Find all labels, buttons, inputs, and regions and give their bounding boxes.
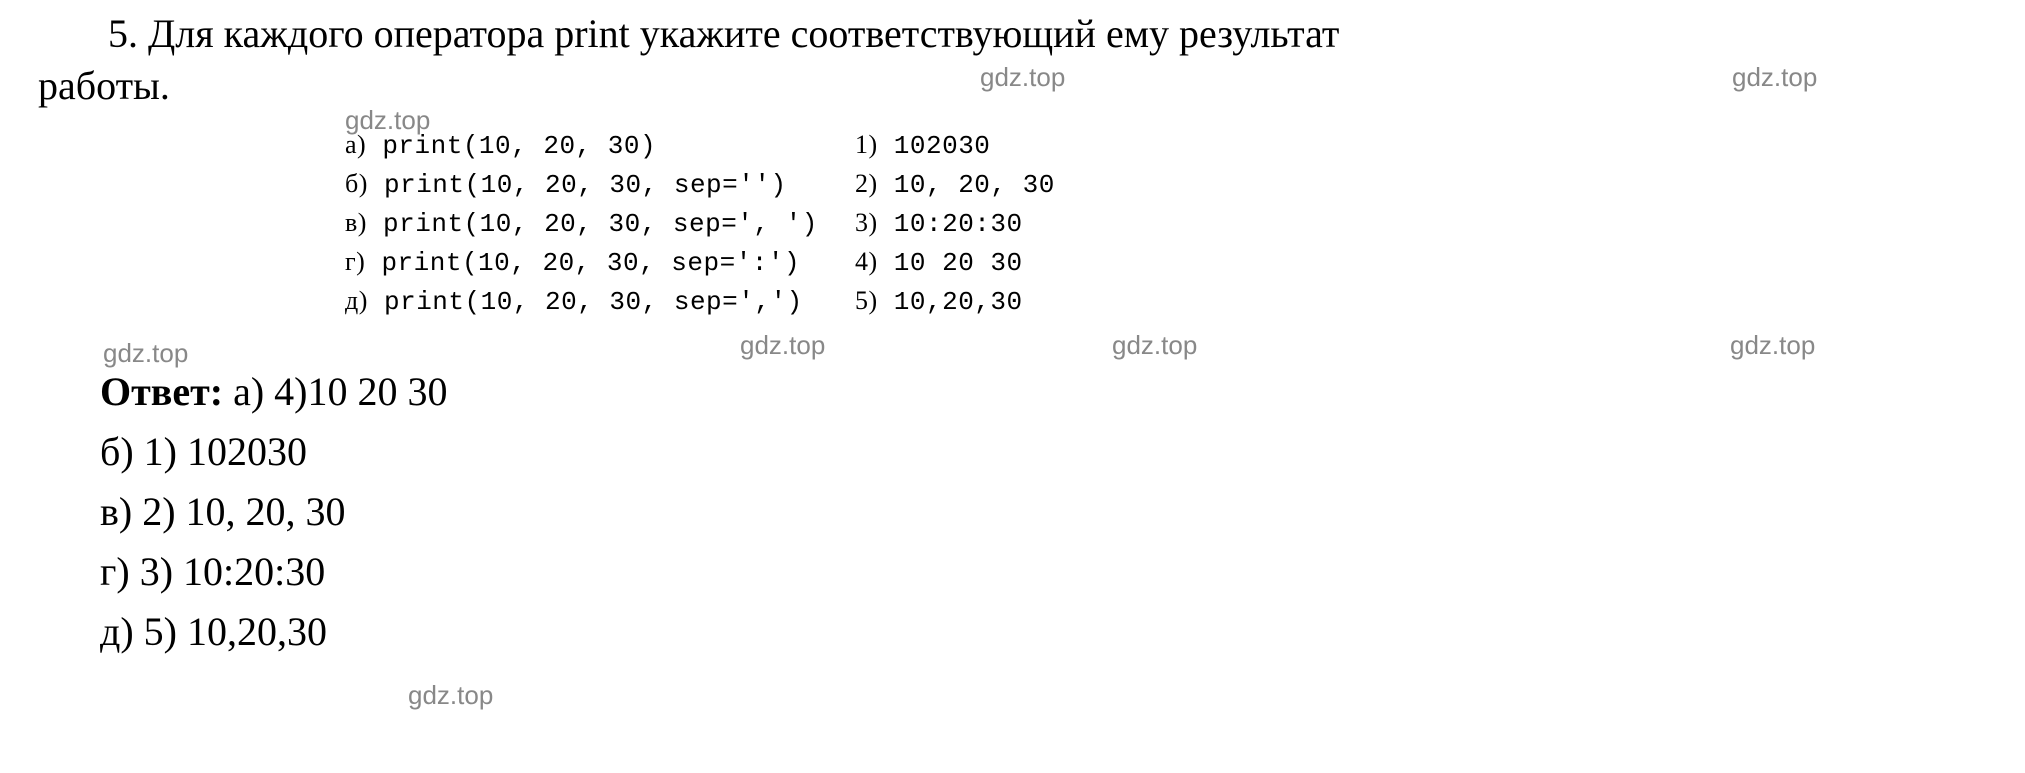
code-section: а) print(10, 20, 30) 1) 102030 б) print(… — [345, 130, 1545, 325]
result-text: 10:20:30 — [894, 209, 1023, 239]
code-row: б) print(10, 20, 30, sep='') 2) 10, 20, … — [345, 169, 1545, 200]
code-item: в) print(10, 20, 30, sep=', ') — [345, 208, 855, 239]
result-num: 4) — [855, 247, 878, 276]
answer-line: б) 1) 102030 — [100, 422, 448, 482]
watermark: gdz.top — [1112, 330, 1197, 361]
code-row: в) print(10, 20, 30, sep=', ') 3) 10:20:… — [345, 208, 1545, 239]
code-row: д) print(10, 20, 30, sep=',') 5) 10,20,3… — [345, 286, 1545, 317]
code-text: print(10, 20, 30, sep='') — [384, 170, 787, 200]
result-num: 5) — [855, 286, 878, 315]
code-label: а) — [345, 130, 366, 159]
code-item: г) print(10, 20, 30, sep=':') — [345, 247, 855, 278]
question-text-line2: работы. — [38, 60, 1978, 112]
answer-label: Ответ: — [100, 369, 223, 414]
question-block: 5. Для каждого оператора print укажите с… — [38, 8, 1978, 112]
result-text: 102030 — [894, 131, 991, 161]
code-text: print(10, 20, 30, sep=':') — [381, 248, 800, 278]
watermark: gdz.top — [1730, 330, 1815, 361]
result-item: 5) 10,20,30 — [855, 286, 1023, 317]
watermark: gdz.top — [408, 680, 493, 711]
answer-line: в) 2) 10, 20, 30 — [100, 482, 448, 542]
code-text: print(10, 20, 30, sep=', ') — [383, 209, 818, 239]
code-row: г) print(10, 20, 30, sep=':') 4) 10 20 3… — [345, 247, 1545, 278]
result-item: 4) 10 20 30 — [855, 247, 1023, 278]
result-item: 3) 10:20:30 — [855, 208, 1023, 239]
result-item: 2) 10, 20, 30 — [855, 169, 1055, 200]
code-item: д) print(10, 20, 30, sep=',') — [345, 286, 855, 317]
answer-line: г) 3) 10:20:30 — [100, 542, 448, 602]
result-num: 2) — [855, 169, 878, 198]
watermark: gdz.top — [740, 330, 825, 361]
code-label: б) — [345, 169, 368, 198]
code-label: г) — [345, 247, 365, 276]
code-item: б) print(10, 20, 30, sep='') — [345, 169, 855, 200]
result-text: 10, 20, 30 — [894, 170, 1055, 200]
code-text: print(10, 20, 30) — [382, 131, 656, 161]
result-text: 10 20 30 — [894, 248, 1023, 278]
code-label: д) — [345, 286, 368, 315]
result-num: 1) — [855, 130, 878, 159]
code-item: а) print(10, 20, 30) — [345, 130, 855, 161]
result-item: 1) 102030 — [855, 130, 990, 161]
code-text: print(10, 20, 30, sep=',') — [384, 287, 803, 317]
result-num: 3) — [855, 208, 878, 237]
code-row: а) print(10, 20, 30) 1) 102030 — [345, 130, 1545, 161]
code-label: в) — [345, 208, 367, 237]
answer-first-text: а) 4)10 20 30 — [223, 369, 447, 414]
result-text: 10,20,30 — [894, 287, 1023, 317]
answer-first-line: Ответ: а) 4)10 20 30 — [100, 362, 448, 422]
answer-section: Ответ: а) 4)10 20 30 б) 1) 102030 в) 2) … — [100, 362, 448, 662]
answer-line: д) 5) 10,20,30 — [100, 602, 448, 662]
question-text-line1: 5. Для каждого оператора print укажите с… — [38, 8, 1978, 60]
